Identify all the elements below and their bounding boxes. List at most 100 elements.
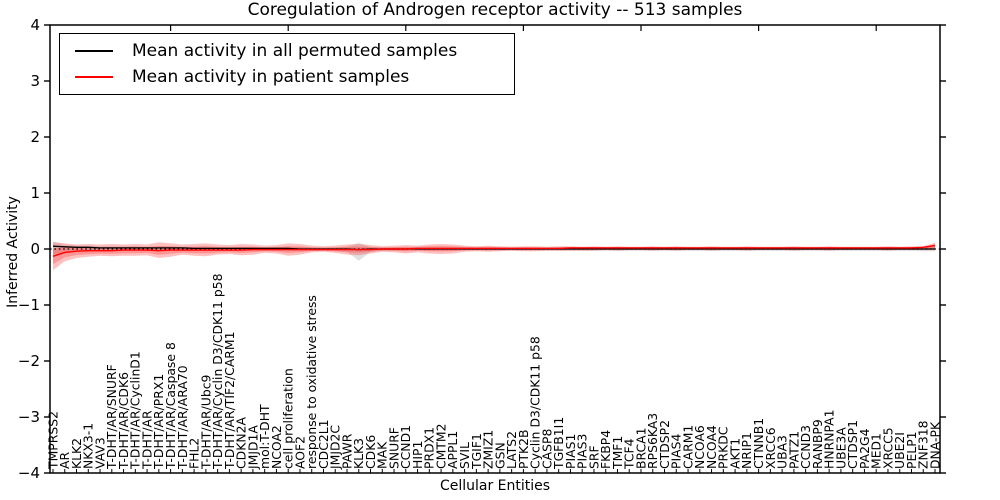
x-category-label: CTNNB1	[751, 418, 766, 469]
x-category-label: T-DHT/AR/SNURF	[104, 364, 119, 470]
x-category-label: RANBP9	[810, 419, 825, 469]
x-category-label: PRDX1	[422, 427, 437, 469]
x-category-label: T-DHT/AR	[140, 410, 155, 470]
x-category-label: NRIP1	[739, 432, 754, 469]
x-category-label: CTDSP2	[657, 420, 672, 469]
x-category-label: NCOA2	[269, 425, 284, 469]
x-category-label: TMF1	[610, 436, 625, 470]
y-tick-label: −3	[18, 408, 40, 426]
x-category-label: CDKN2A	[234, 417, 249, 469]
x-category-label: TCF4	[622, 438, 637, 470]
x-axis-ticks	[52, 25, 936, 473]
y-tick-label: 2	[30, 128, 40, 146]
x-category-label: NKX3-1	[81, 423, 96, 469]
x-category-label: T-DHT/AR/TIF2/CARM1	[222, 332, 237, 470]
x-category-label: SRF	[586, 445, 601, 469]
mean-lines	[52, 244, 936, 257]
x-category-label: UBE2I	[892, 432, 907, 469]
x-category-label: ZNF318	[916, 420, 931, 469]
x-category-label: XRCC5	[880, 427, 895, 469]
legend-line-swatch-patient	[75, 76, 113, 79]
x-category-label: PTK2B	[516, 429, 531, 469]
x-category-label: HIP1	[410, 441, 425, 469]
x-category-label: PA2G4	[857, 428, 872, 469]
x-category-label: AR	[57, 452, 72, 469]
x-category-label: response to oxidative stress	[304, 295, 319, 469]
x-category-label: T-DHT/AR/Ubc9	[198, 374, 213, 470]
x-category-label: HNRNPA1	[822, 409, 837, 469]
x-category-label: NCOA6	[692, 425, 707, 469]
x-category-label: BRCA1	[633, 427, 648, 469]
x-category-label: Cyclin D3/CDK11 p58	[528, 336, 543, 469]
x-category-label: UBA3	[775, 435, 790, 469]
x-category-label: PELP1	[904, 431, 919, 469]
x-category-label: VAV3	[92, 437, 107, 469]
x-category-label: PIAS3	[575, 434, 590, 469]
x-category-label: SVIL	[457, 442, 472, 469]
x-category-label: AKT1	[728, 438, 743, 469]
x-category-label: ZMIZ1	[481, 430, 496, 469]
x-category-label: CTDSP1	[845, 420, 860, 469]
x-category-label: cell proliferation	[281, 368, 296, 469]
x-category-label: mol:T-DHT	[257, 404, 272, 469]
x-category-label: LATS2	[504, 431, 519, 469]
x-category-label: PAWR	[339, 433, 354, 469]
x-category-label: CMTM2	[434, 424, 449, 470]
x-category-label: CDK6	[363, 435, 378, 469]
x-category-labels: TMPRSS2ARKLK2NKX3-1VAV3T-DHT/AR/SNURFT-D…	[45, 273, 942, 470]
x-category-label: CARM1	[680, 425, 695, 469]
legend-label-permuted: Mean activity in all permuted samples	[132, 40, 458, 61]
x-category-label: FKBP4	[598, 430, 613, 469]
x-category-label: JMJD1A	[245, 425, 260, 470]
x-category-label: XRCC6	[763, 427, 778, 469]
x-category-label: FHL2	[187, 438, 202, 469]
x-category-label: T-DHT/AR/Cyclin D3/CDK11 p58	[210, 273, 225, 470]
x-category-label: TGFB1I1	[551, 417, 566, 470]
x-axis-title: Cellular Entities	[439, 478, 551, 494]
x-category-label: DNA-PK	[927, 421, 942, 469]
x-category-label: NCOA4	[704, 425, 719, 469]
x-category-label: UBE3A	[833, 427, 848, 469]
y-tick-label: 0	[30, 240, 40, 258]
x-category-label: MED1	[869, 433, 884, 469]
legend-label-patient: Mean activity in patient samples	[132, 67, 410, 88]
y-tick-label: −4	[18, 464, 40, 482]
y-tick-label: 4	[30, 16, 40, 34]
x-category-label: SNURF	[386, 427, 401, 469]
x-category-label: AOF2	[292, 436, 307, 469]
x-category-label: T-DHT/AR/CDK6	[116, 372, 131, 470]
x-category-label: APPL1	[445, 431, 460, 469]
x-category-label: GSN	[492, 442, 507, 469]
legend-entry-permuted: Mean activity in all permuted samples	[75, 41, 514, 61]
x-category-label: JMJD2C	[328, 425, 343, 470]
y-tick-label: 3	[30, 72, 40, 90]
chart-title: Coregulation of Androgen receptor activi…	[247, 0, 743, 20]
legend: Mean activity in all permuted samples Me…	[59, 33, 515, 95]
x-category-label: MAK	[375, 441, 390, 469]
x-category-label: T-DHT/AR/PRX1	[151, 374, 166, 470]
y-tick-label: −2	[18, 352, 40, 370]
x-category-label: PIAS4	[669, 434, 684, 469]
legend-entry-patient: Mean activity in patient samples	[75, 67, 514, 87]
y-axis-ticks: 4 3 2 1 0 −1 −2 −3 −4	[18, 16, 946, 482]
uncertainty-bands	[53, 241, 935, 271]
x-category-label: CCND3	[798, 425, 813, 469]
x-category-label: RPS6KA3	[645, 413, 660, 469]
x-category-label: CASP8	[539, 429, 554, 469]
x-category-label: KLK3	[351, 438, 366, 469]
y-axis-title: Inferred Activity	[5, 196, 21, 308]
x-category-label: PRKDC	[716, 427, 731, 469]
y-tick-label: −1	[18, 296, 40, 314]
x-category-label: PATZ1	[786, 431, 801, 469]
x-category-label: CCND1	[398, 425, 413, 469]
x-category-label: T-DHT/AR/Caspase 8	[163, 342, 178, 470]
x-category-label: KLK2	[69, 438, 84, 469]
x-category-label: T-DHT/AR/ARA70	[175, 365, 190, 470]
patient-band-outer	[53, 242, 935, 271]
y-tick-label: 1	[30, 184, 40, 202]
x-category-label: PIAS1	[563, 434, 578, 469]
legend-line-swatch-permuted	[75, 49, 113, 52]
patient-mean-line	[52, 244, 936, 257]
